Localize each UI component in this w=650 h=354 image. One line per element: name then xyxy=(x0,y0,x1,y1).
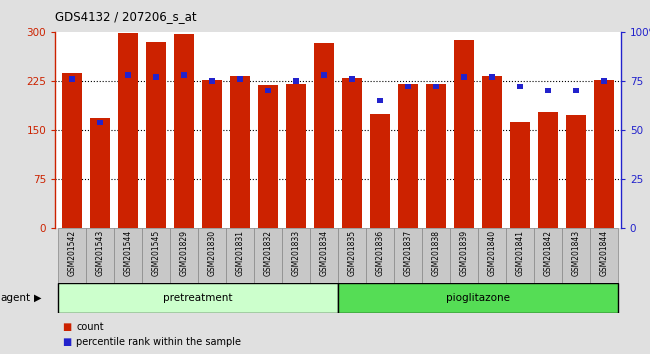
Bar xyxy=(590,228,618,283)
Bar xyxy=(142,228,170,283)
Bar xyxy=(366,228,394,283)
Bar xyxy=(538,113,558,228)
Bar xyxy=(58,283,338,313)
Bar xyxy=(405,84,411,90)
Bar xyxy=(209,78,215,84)
Bar xyxy=(461,74,467,80)
Text: GSM201829: GSM201829 xyxy=(179,230,188,276)
Bar xyxy=(506,228,534,283)
Bar xyxy=(573,88,579,93)
Text: GSM201836: GSM201836 xyxy=(376,230,385,276)
Bar xyxy=(254,228,282,283)
Bar xyxy=(426,84,446,228)
Bar xyxy=(146,42,166,228)
Text: agent: agent xyxy=(1,293,31,303)
Bar xyxy=(62,73,82,228)
Text: GSM201831: GSM201831 xyxy=(235,230,244,276)
Bar xyxy=(450,228,478,283)
Text: ■: ■ xyxy=(62,322,71,332)
Bar xyxy=(293,78,299,84)
Bar xyxy=(97,120,103,125)
Bar xyxy=(265,88,271,93)
Text: GSM201841: GSM201841 xyxy=(515,230,525,276)
Text: GSM201543: GSM201543 xyxy=(96,230,105,276)
Text: GSM201839: GSM201839 xyxy=(460,230,469,276)
Bar xyxy=(601,78,607,84)
Text: GDS4132 / 207206_s_at: GDS4132 / 207206_s_at xyxy=(55,10,197,23)
Text: GSM201837: GSM201837 xyxy=(404,230,413,276)
Bar xyxy=(170,228,198,283)
Bar xyxy=(226,228,254,283)
Text: GSM201545: GSM201545 xyxy=(151,230,161,276)
Text: GSM201835: GSM201835 xyxy=(348,230,356,276)
Bar xyxy=(377,98,383,103)
Text: ■: ■ xyxy=(62,337,71,347)
Text: GSM201830: GSM201830 xyxy=(207,230,216,276)
Text: count: count xyxy=(76,322,104,332)
Text: GSM201832: GSM201832 xyxy=(263,230,272,276)
Bar xyxy=(342,78,362,228)
Text: GSM201844: GSM201844 xyxy=(599,230,608,276)
Bar xyxy=(114,228,142,283)
Bar xyxy=(394,228,422,283)
Bar xyxy=(433,84,439,90)
Bar xyxy=(349,76,355,82)
Bar xyxy=(478,228,506,283)
Bar xyxy=(562,228,590,283)
Bar xyxy=(282,228,310,283)
Bar xyxy=(314,43,334,228)
Text: GSM201544: GSM201544 xyxy=(124,230,133,276)
Text: GSM201842: GSM201842 xyxy=(543,230,552,276)
Text: GSM201833: GSM201833 xyxy=(291,230,300,276)
Bar xyxy=(482,76,502,228)
Bar xyxy=(310,228,338,283)
Text: pretreatment: pretreatment xyxy=(163,293,233,303)
Bar xyxy=(174,34,194,228)
Bar xyxy=(338,228,366,283)
Bar xyxy=(69,76,75,82)
Bar xyxy=(58,228,86,283)
Bar xyxy=(286,84,306,228)
Bar xyxy=(86,228,114,283)
Text: GSM201834: GSM201834 xyxy=(320,230,328,276)
Bar xyxy=(594,80,614,228)
Bar xyxy=(230,76,250,228)
Bar xyxy=(510,121,530,228)
Bar xyxy=(534,228,562,283)
Text: ▶: ▶ xyxy=(34,293,42,303)
Bar xyxy=(90,118,110,228)
Bar xyxy=(258,85,278,228)
Bar xyxy=(370,114,390,228)
Bar xyxy=(202,80,222,228)
Bar xyxy=(237,76,243,82)
Bar xyxy=(545,88,551,93)
Bar xyxy=(489,74,495,80)
Bar xyxy=(422,228,450,283)
Bar xyxy=(338,283,618,313)
Text: pioglitazone: pioglitazone xyxy=(446,293,510,303)
Bar xyxy=(198,228,226,283)
Bar xyxy=(566,115,586,228)
Bar xyxy=(321,73,327,78)
Text: GSM201542: GSM201542 xyxy=(68,230,77,276)
Bar xyxy=(454,40,474,228)
Bar xyxy=(153,74,159,80)
Text: GSM201843: GSM201843 xyxy=(571,230,580,276)
Bar xyxy=(125,73,131,78)
Bar xyxy=(118,33,138,228)
Bar xyxy=(398,84,418,228)
Bar xyxy=(181,73,187,78)
Bar xyxy=(517,84,523,90)
Text: percentile rank within the sample: percentile rank within the sample xyxy=(76,337,241,347)
Text: GSM201838: GSM201838 xyxy=(432,230,441,276)
Text: GSM201840: GSM201840 xyxy=(488,230,497,276)
